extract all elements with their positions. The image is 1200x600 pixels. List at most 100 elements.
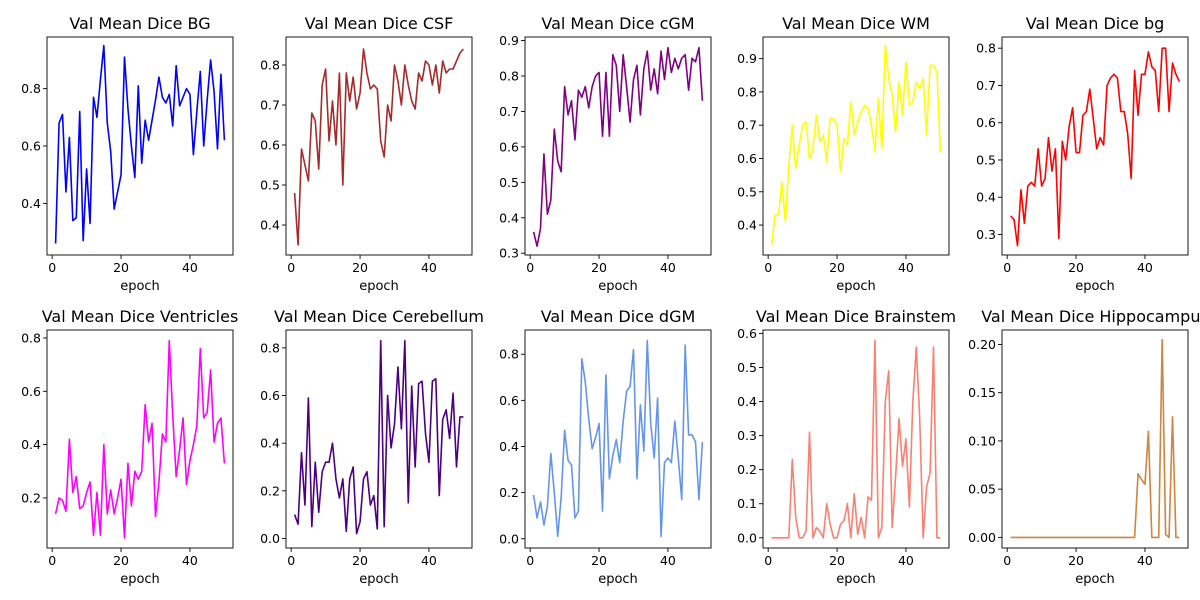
subplot-10: Val Mean Dice Hippocampus 0 20 40 0.00 0.05 0.…	[968, 307, 1200, 587]
x-axis-label: epoch	[836, 279, 876, 294]
y-tick-label: 0.7	[260, 98, 280, 113]
subplot-8: Val Mean Dice dGM 0 20 40 0.0 0.2 0.4 0.6 0.8 epo…	[499, 307, 712, 587]
subplot-5: Val Mean Dice bg 0 20 40 0.3 0.4 0.5 0.6 0.7 0.8 e…	[976, 14, 1189, 294]
chart-title: Val Mean Dice WM	[782, 14, 930, 33]
series-line	[293, 48, 464, 246]
subplot-3: Val Mean Dice cGM 0 20 40 0.3 0.4 0.5 0.6 0.7 0.8…	[499, 14, 712, 294]
x-axis-label: epoch	[1075, 572, 1115, 587]
chart-title: Val Mean Dice CSF	[305, 14, 454, 33]
subplot-2: Val Mean Dice CSF 0 20 40 0.4 0.5 0.6 0.7 0.8 epo…	[260, 14, 473, 294]
series-line	[1010, 47, 1181, 247]
series-line	[54, 44, 226, 244]
y-tick-label: 0.15	[968, 385, 996, 400]
y-tick-label: 0.4	[976, 190, 996, 205]
chart-title: Val Mean Dice Ventricles	[42, 307, 239, 326]
x-tick-label: 40	[182, 553, 198, 568]
x-tick-label: 40	[182, 260, 198, 275]
x-axis-label: epoch	[359, 279, 399, 294]
y-tick-label: 0.5	[499, 175, 519, 190]
series-line	[770, 44, 942, 246]
y-tick-label: 0.6	[737, 326, 757, 341]
axes-frame	[46, 36, 234, 256]
y-tick-label: 0.5	[260, 178, 280, 193]
y-tick-label: 0.20	[968, 337, 996, 352]
series-line	[771, 339, 941, 539]
axes-frame	[762, 36, 950, 256]
x-tick-label: 20	[113, 553, 129, 568]
y-tick-label: 0.8	[499, 347, 519, 362]
x-tick-label: 40	[660, 553, 676, 568]
y-tick-label: 0.4	[260, 218, 280, 233]
series-line	[293, 339, 464, 535]
y-tick-label: 0.2	[260, 483, 280, 498]
x-tick-label: 20	[1068, 260, 1084, 275]
y-tick-label: 0.5	[737, 184, 757, 199]
series-line	[54, 339, 226, 539]
x-tick-label: 0	[48, 553, 56, 568]
y-tick-label: 0.8	[499, 68, 519, 83]
axes-frame	[524, 329, 712, 549]
x-tick-label: 40	[660, 260, 676, 275]
y-tick-label: 0.7	[499, 104, 519, 119]
x-axis-label: epoch	[120, 279, 160, 294]
x-tick-label: 0	[1003, 553, 1011, 568]
y-tick-label: 0.9	[737, 51, 757, 66]
y-tick-label: 0.8	[260, 58, 280, 73]
x-tick-label: 40	[1137, 260, 1153, 275]
chart-title: Val Mean Dice Brainstem	[756, 307, 956, 326]
y-tick-label: 0.05	[968, 482, 996, 497]
x-tick-label: 20	[113, 260, 129, 275]
subplot-7: Val Mean Dice Cerebellum 0 20 40 0.0 0.2 0.4 0.…	[260, 307, 484, 587]
subplot-6: Val Mean Dice Ventricles 0 20 40 0.2 0.4 0.6 0.…	[21, 307, 238, 587]
x-tick-label: 20	[829, 260, 845, 275]
x-axis-label: epoch	[120, 572, 160, 587]
series-line	[1010, 338, 1180, 539]
axes-frame	[1001, 329, 1189, 549]
y-tick-label: 0.6	[21, 384, 41, 399]
y-tick-label: 0.4	[499, 210, 519, 225]
subplot-4: Val Mean Dice WM 0 20 40 0.4 0.5 0.6 0.7 0.8 0.9 e…	[737, 14, 950, 294]
y-tick-label: 0.4	[21, 437, 41, 452]
x-tick-label: 0	[48, 260, 56, 275]
x-axis-label: epoch	[359, 572, 399, 587]
x-tick-label: 0	[287, 553, 295, 568]
x-axis-label: epoch	[598, 572, 638, 587]
x-tick-label: 20	[352, 553, 368, 568]
x-tick-label: 0	[287, 260, 295, 275]
y-tick-label: 0.8	[976, 41, 996, 56]
axes-frame	[285, 329, 473, 549]
y-tick-label: 0.3	[976, 227, 996, 242]
axes-frame	[285, 36, 473, 256]
y-tick-label: 0.10	[968, 433, 996, 448]
y-tick-label: 0.8	[21, 330, 41, 345]
chart-title: Val Mean Dice BG	[69, 14, 210, 33]
x-tick-label: 20	[829, 553, 845, 568]
x-tick-label: 20	[1068, 553, 1084, 568]
x-tick-label: 40	[421, 260, 437, 275]
x-axis-label: epoch	[1075, 279, 1115, 294]
axes-frame	[524, 36, 712, 256]
y-tick-label: 0.4	[499, 439, 519, 454]
y-tick-label: 0.6	[260, 138, 280, 153]
y-tick-label: 0.7	[737, 118, 757, 133]
y-tick-label: 0.4	[260, 436, 280, 451]
y-tick-label: 0.0	[737, 530, 757, 545]
y-tick-label: 0.9	[499, 33, 519, 48]
chart-title: Val Mean Dice dGM	[541, 307, 696, 326]
y-tick-label: 0.00	[968, 530, 996, 545]
subplot-1: Val Mean Dice BG 0 20 40 0.4 0.6 0.8 epoch	[21, 14, 234, 294]
x-tick-label: 40	[898, 260, 914, 275]
x-tick-label: 40	[1137, 553, 1153, 568]
chart-title: Val Mean Dice bg	[1026, 14, 1165, 33]
x-tick-label: 40	[898, 553, 914, 568]
y-tick-label: 0.3	[737, 428, 757, 443]
y-tick-label: 0.6	[21, 139, 41, 154]
x-tick-label: 20	[352, 260, 368, 275]
chart-title: Val Mean Dice Cerebellum	[274, 307, 484, 326]
x-tick-label: 40	[421, 553, 437, 568]
y-tick-label: 0.7	[976, 78, 996, 93]
y-tick-label: 0.8	[260, 340, 280, 355]
y-tick-label: 0.2	[737, 462, 757, 477]
y-tick-label: 0.2	[21, 490, 41, 505]
